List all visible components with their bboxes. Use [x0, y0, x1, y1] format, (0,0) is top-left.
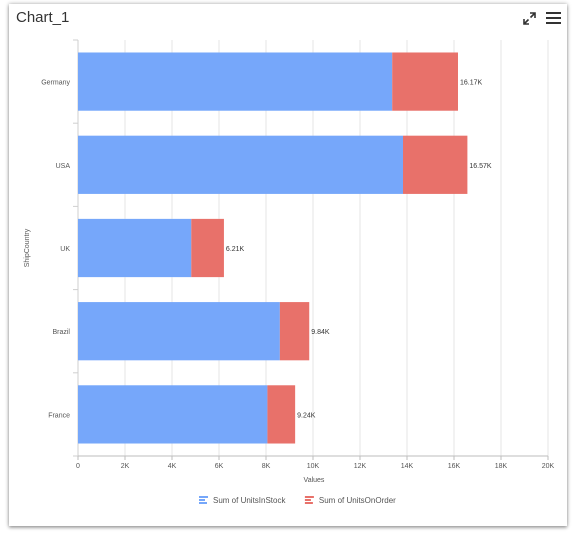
hamburger-menu-icon[interactable] — [545, 10, 561, 26]
category-label: Germany — [41, 80, 70, 87]
x-tick-label: 2K — [121, 463, 130, 470]
category-label: France — [48, 412, 70, 419]
x-tick-label: 20K — [542, 463, 555, 470]
chart-toolbar — [521, 10, 561, 26]
bar-units-on-order[interactable] — [392, 52, 458, 111]
legend-bar-icon — [304, 502, 313, 504]
x-tick-label: 18K — [495, 463, 508, 470]
legend-label: Sum of UnitsOnOrder — [319, 496, 396, 505]
chart-widget: Chart_1 Germany 16.17K USA 16.57K UK 6.21K Bra… — [9, 4, 567, 526]
category-label: Brazil — [52, 329, 70, 336]
x-axis-title: Values — [304, 477, 325, 484]
bar-units-on-order[interactable] — [267, 385, 296, 444]
category-label: USA — [56, 163, 71, 170]
y-axis-title: ShipCountry — [24, 228, 31, 267]
legend-bar-icon — [199, 502, 207, 504]
legend-bar-icon — [304, 499, 311, 501]
legend-bar-icon — [199, 496, 208, 498]
legend-item[interactable]: Sum of UnitsInStock — [199, 496, 286, 505]
legend-label: Sum of UnitsInStock — [213, 496, 286, 505]
x-tick-label: 8K — [262, 463, 271, 470]
total-data-label: 16.57K — [469, 163, 492, 170]
x-tick-label: 10K — [307, 463, 320, 470]
x-tick-label: 4K — [168, 463, 177, 470]
x-tick-label: 0 — [76, 463, 80, 470]
bar-units-on-order[interactable] — [403, 135, 468, 194]
x-tick-label: 16K — [448, 463, 461, 470]
legend-item[interactable]: Sum of UnitsOnOrder — [304, 496, 396, 505]
x-tick-label: 12K — [354, 463, 367, 470]
bar-chart: Germany 16.17K USA 16.57K UK 6.21K Brazil 9.84K… — [24, 39, 555, 505]
bar-units-on-order[interactable] — [191, 218, 224, 278]
bar-units-on-order[interactable] — [279, 302, 310, 361]
legend-bar-icon — [304, 496, 314, 498]
expand-arrows-icon[interactable] — [521, 10, 537, 26]
bar-units-in-stock[interactable] — [78, 302, 280, 361]
bar-units-in-stock[interactable] — [78, 218, 192, 278]
bar-units-in-stock[interactable] — [78, 135, 404, 194]
category-label: UK — [60, 246, 70, 253]
legend-bar-icon — [199, 499, 205, 501]
total-data-label: 6.21K — [226, 246, 245, 253]
x-tick-label: 6K — [215, 463, 224, 470]
total-data-label: 16.17K — [460, 80, 483, 87]
bar-units-in-stock[interactable] — [78, 52, 393, 111]
total-data-label: 9.24K — [297, 412, 316, 419]
bar-units-in-stock[interactable] — [78, 385, 268, 444]
total-data-label: 9.84K — [311, 329, 330, 336]
chart-title: Chart_1 — [16, 9, 70, 26]
x-tick-label: 14K — [401, 463, 414, 470]
